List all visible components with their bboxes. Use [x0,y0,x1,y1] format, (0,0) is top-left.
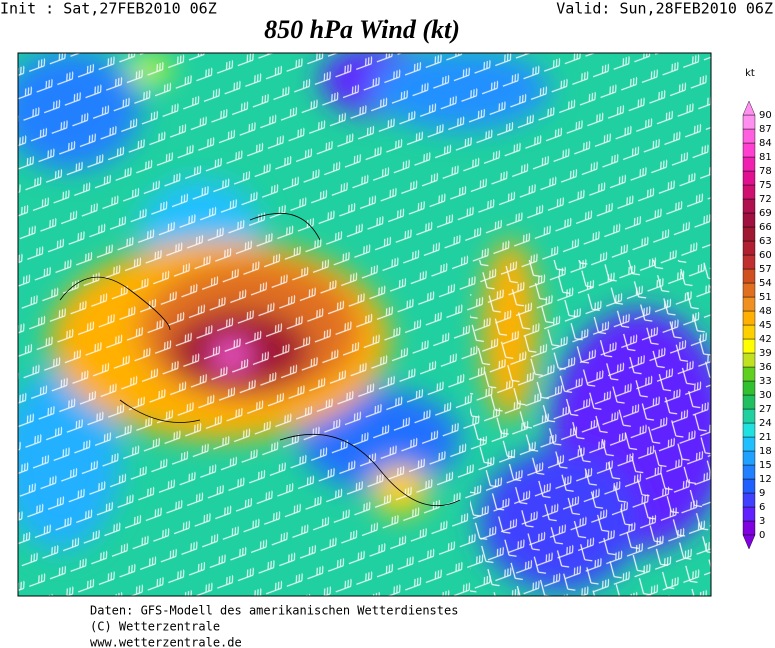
legend-tick-label: 30 [759,390,772,401]
legend-tick-label: 87 [759,124,772,135]
wind-map [18,53,711,596]
legend-swatch [742,240,756,256]
legend-tick-label: 39 [759,348,772,359]
legend-tick-label: 90 [759,110,772,121]
legend-swatch [742,422,756,438]
legend-swatch [742,128,756,144]
legend-swatch [742,296,756,312]
legend-tick-label: 84 [759,138,772,149]
legend-tick-label: 24 [759,418,772,429]
legend-tick-label: 60 [759,250,772,261]
legend-swatch [742,408,756,424]
legend-swatch [742,520,756,536]
legend-swatch [742,506,756,522]
legend-tick-label: 48 [759,306,772,317]
legend-swatch [742,394,756,410]
map-title: 850 hPa Wind (kt) [264,15,460,44]
legend-tick-label: 63 [759,236,772,247]
legend-swatch [742,464,756,480]
legend-swatch [742,352,756,368]
legend-tick-label: 3 [759,516,765,527]
legend-tick-label: 6 [759,502,765,513]
legend-swatch [742,282,756,298]
legend-tick-label: 51 [759,292,772,303]
legend-swatch [742,268,756,284]
legend-swatch [742,114,756,130]
valid-time: Valid: Sun,28FEB2010 06Z [556,0,773,18]
legend-swatch [742,366,756,382]
legend-swatch [742,254,756,270]
legend-tick-label: 45 [759,320,772,331]
legend-tick-label: 15 [759,460,772,471]
legend-tick-label: 0 [759,530,765,541]
legend-tick-label: 12 [759,474,772,485]
footer-line: www.wetterzentrale.de [90,636,242,648]
legend-swatch [742,492,756,508]
legend-tick-label: 42 [759,334,772,345]
legend-swatch [742,198,756,214]
legend-tick-label: 9 [759,488,765,499]
legend-tick-label: 69 [759,208,772,219]
legend-tick-label: 36 [759,362,772,373]
legend-swatch [742,310,756,326]
footer-line: (C) Wetterzentrale [90,620,220,634]
legend-tick-label: 54 [759,278,772,289]
legend-swatch [742,156,756,172]
legend-swatch [742,142,756,158]
legend-swatch [742,324,756,340]
legend-swatch [742,338,756,354]
legend-tick-label: 78 [759,166,772,177]
legend-tick-label: 27 [759,404,772,415]
legend-swatch [742,212,756,228]
legend-tick-label: 57 [759,264,772,275]
legend-tick-label: 21 [759,432,772,443]
legend-tick-label: 75 [759,180,772,191]
legend-swatch [742,184,756,200]
legend-tick-label: 72 [759,194,772,205]
legend-swatch [742,478,756,494]
legend-arrow [742,100,756,116]
legend-tick-label: 33 [759,376,772,387]
legend-tick-label: 18 [759,446,772,457]
map-frame [17,52,712,597]
legend-swatch [742,170,756,186]
legend-swatch [742,380,756,396]
legend-swatch [742,450,756,466]
footer-line: Daten: GFS-Modell des amerikanischen Wet… [90,604,458,618]
legend-swatch [742,436,756,452]
legend-tick-label: 66 [759,222,772,233]
init-time: Init : Sat,27FEB2010 06Z [0,0,217,18]
legend-unit: kt [745,68,755,79]
legend-tick-label: 81 [759,152,772,163]
legend-arrow [742,534,756,550]
legend-swatch [742,226,756,242]
